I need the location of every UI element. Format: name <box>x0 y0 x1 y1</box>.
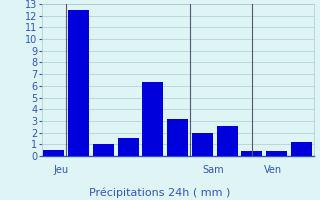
Bar <box>192 133 213 156</box>
Bar <box>266 151 287 156</box>
Bar <box>44 150 64 156</box>
Bar <box>118 138 139 156</box>
Bar <box>167 119 188 156</box>
Text: Ven: Ven <box>264 165 282 175</box>
Bar <box>142 82 164 156</box>
Bar <box>217 126 237 156</box>
Text: Sam: Sam <box>202 165 224 175</box>
Bar <box>291 142 312 156</box>
Bar <box>93 144 114 156</box>
Text: Précipitations 24h ( mm ): Précipitations 24h ( mm ) <box>89 188 231 198</box>
Text: Jeu: Jeu <box>54 165 69 175</box>
Bar <box>241 151 262 156</box>
Bar <box>68 10 89 156</box>
